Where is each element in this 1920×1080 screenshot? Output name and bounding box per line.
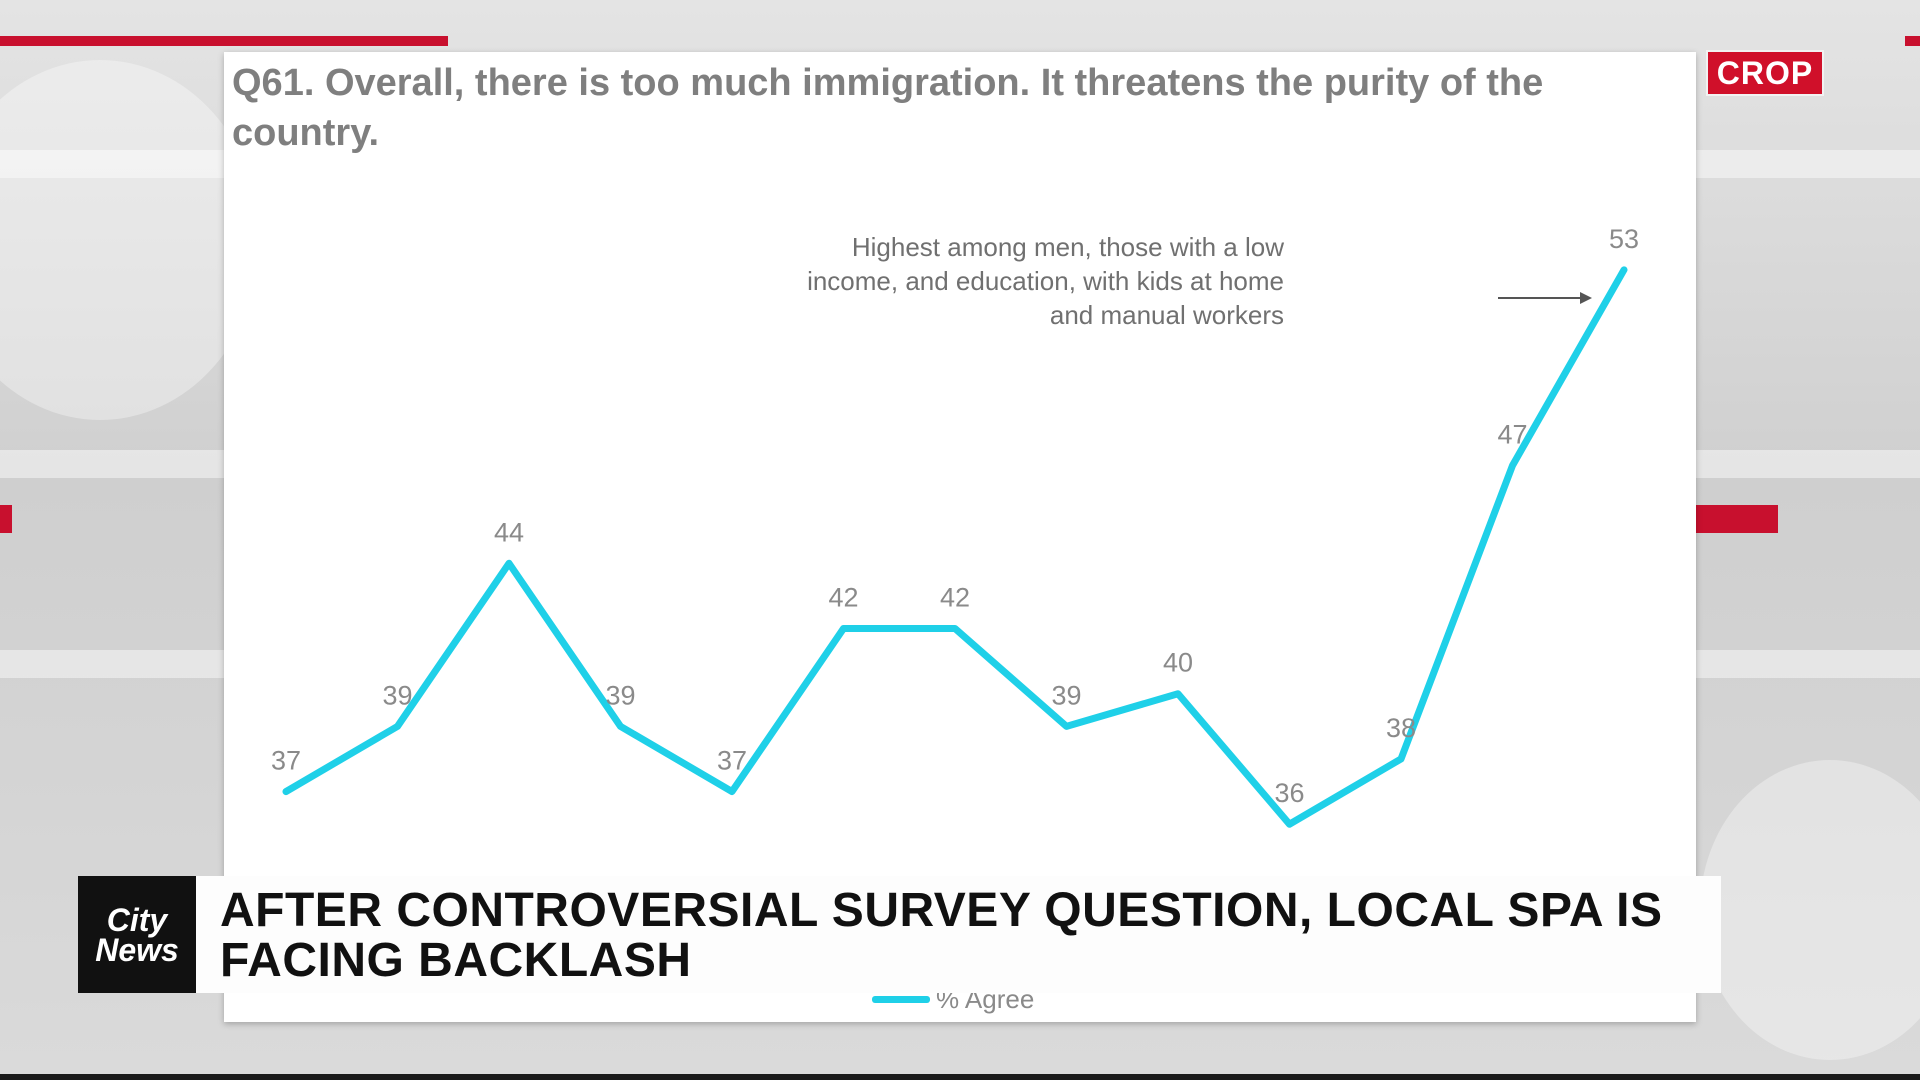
headline: AFTER CONTROVERSIAL SURVEY QUESTION, LOC… xyxy=(196,876,1721,993)
annotation-arrow xyxy=(1498,292,1592,304)
data-label: 53 xyxy=(1609,224,1639,254)
red-accent-bar-left xyxy=(0,505,12,533)
data-label: 47 xyxy=(1497,419,1527,449)
red-accent-bar-top xyxy=(0,36,448,46)
data-label: 39 xyxy=(605,680,635,710)
background-decor-right xyxy=(1700,760,1920,1060)
data-label: 37 xyxy=(271,746,301,776)
series-line-agree xyxy=(282,266,1628,828)
logo-line-1: City xyxy=(106,901,168,938)
data-label: 37 xyxy=(717,746,747,776)
chart-title: Q61. Overall, there is too much immigrat… xyxy=(232,62,1544,154)
data-label: 42 xyxy=(828,583,858,613)
data-label: 39 xyxy=(1051,680,1081,710)
citynews-logo: City News xyxy=(78,876,196,993)
network-badge: CROP xyxy=(1706,50,1824,96)
lower-third: City News AFTER CONTROVERSIAL SURVEY QUE… xyxy=(78,876,1721,993)
red-accent-bar-top-right xyxy=(1905,36,1920,46)
data-label: 42 xyxy=(940,583,970,613)
data-label: 36 xyxy=(1274,778,1304,808)
chart-card: Q61. Overall, there is too much immigrat… xyxy=(224,52,1696,1022)
data-label: 38 xyxy=(1386,713,1416,743)
data-label: 40 xyxy=(1163,648,1193,678)
data-label: 39 xyxy=(382,680,412,710)
logo-line-2: News xyxy=(95,931,179,968)
legend-swatch xyxy=(872,996,930,1003)
data-label: 44 xyxy=(494,517,524,547)
chart-annotation: Highest among men, those with a low inco… xyxy=(807,232,1284,330)
bottom-strip xyxy=(0,1074,1920,1080)
background-decor-left xyxy=(0,60,260,420)
red-accent-bar-right xyxy=(1696,505,1778,533)
line-chart: 37 39 44 39 37 42 42 39 40 36 38 47 53 xyxy=(271,224,1639,828)
